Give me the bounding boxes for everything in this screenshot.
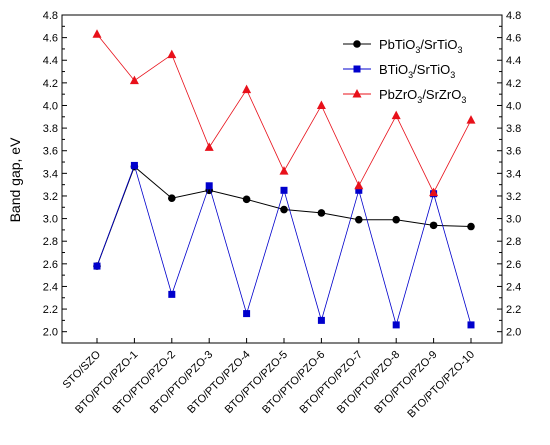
data-point	[429, 187, 439, 197]
data-point	[355, 186, 363, 194]
data-point	[467, 321, 475, 329]
legend-item: PbZrO3/SrZrO3	[343, 87, 466, 105]
data-point	[205, 182, 213, 190]
y-tick-label-right: 4.2	[506, 78, 521, 90]
y-tick-label-left: 3.8	[43, 123, 58, 135]
y-tick-label-right: 4.4	[506, 55, 521, 67]
y-tick-label-right: 2.4	[506, 281, 521, 293]
y-tick-label-right: 2.0	[506, 327, 521, 339]
y-tick-label-left: 2.6	[43, 259, 58, 271]
x-tick-label: BTO/PTO/PZO-10	[405, 349, 477, 421]
series-2	[93, 161, 475, 329]
y-tick-label-right: 3.8	[506, 123, 521, 135]
data-point	[316, 100, 326, 109]
data-point	[392, 321, 400, 329]
legend-text-part: /SrTiO	[413, 62, 450, 77]
data-point	[242, 84, 252, 94]
left-axis-ticks: 2.0 2.2 2.4 2.6 2.8 3.0 3.2 3.4 3.6 3.8 4.0 4.2 4.4 4…	[43, 10, 67, 339]
y-tick-label-right: 3.6	[506, 146, 521, 158]
y-tick-label-left: 4.6	[43, 33, 58, 45]
data-point	[93, 262, 101, 270]
legend-subscript: 3	[450, 70, 455, 80]
series-3	[92, 29, 476, 197]
y-tick-label-right: 4.6	[506, 33, 521, 45]
legend-subscript: 3	[457, 45, 462, 55]
y-tick-label-right: 4.8	[506, 10, 521, 22]
y-tick-label-right: 3.0	[506, 214, 521, 226]
data-point	[129, 75, 139, 85]
series-layer	[92, 29, 476, 329]
y-tick-label-left: 2.4	[43, 281, 58, 293]
data-point	[392, 215, 401, 224]
y-tick-label-left: 3.4	[43, 168, 58, 180]
legend-subscript: 3	[415, 45, 420, 55]
y-tick-label-right: 4.0	[506, 100, 521, 112]
legend-label: BTiO3/SrTiO3	[379, 62, 455, 80]
y-tick-label-left: 4.4	[43, 55, 58, 67]
data-point	[242, 195, 251, 204]
legend-subscript: 3	[417, 95, 422, 105]
y-axis-label: Band gap, eV	[7, 137, 23, 223]
data-point	[243, 310, 251, 318]
data-point	[167, 49, 177, 59]
x-axis-ticks: STO/SZOBTO/PTO/PZO-1BTO/PTO/PZO-2BTO/PTO…	[61, 338, 477, 420]
legend-text-part: /SrZrO	[422, 87, 461, 102]
y-tick-label-left: 3.6	[43, 146, 58, 158]
y-tick-label-left: 2.0	[43, 327, 58, 339]
y-tick-label-right: 3.2	[506, 191, 521, 203]
y-tick-label-right: 2.8	[506, 236, 521, 248]
data-point	[280, 205, 288, 214]
data-point	[280, 186, 288, 194]
data-point	[92, 29, 102, 38]
y-tick-label-left: 4.2	[43, 78, 58, 90]
legend-text-part: PbTiO	[379, 37, 415, 52]
data-point	[429, 221, 438, 230]
legend-label: PbZrO3/SrZrO3	[379, 87, 466, 105]
y-tick-label-right: 2.2	[506, 304, 521, 316]
y-tick-label-left: 3.2	[43, 191, 58, 203]
y-tick-label-left: 4.0	[43, 100, 58, 112]
data-point	[354, 180, 364, 190]
data-point	[317, 209, 326, 217]
legend-marker	[352, 89, 362, 98]
legend-marker	[353, 65, 361, 73]
y-tick-label-right: 3.4	[506, 168, 521, 180]
data-point	[466, 115, 476, 124]
data-point	[317, 316, 325, 324]
data-point	[467, 222, 475, 231]
legend-label: PbTiO3/SrTiO3	[379, 37, 462, 55]
legend-subscript: 3	[408, 70, 413, 80]
y-tick-label-left: 2.2	[43, 304, 58, 316]
legend-text-part: PbZrO	[379, 87, 417, 102]
y-tick-label-left: 3.0	[43, 214, 58, 226]
series-1	[93, 162, 475, 270]
y-tick-label-left: 2.8	[43, 236, 58, 248]
right-axis-ticks: 2.0 2.2 2.4 2.6 2.8 3.0 3.2 3.4 3.6 3.8 4.0 4.2 4.4 4…	[497, 10, 521, 339]
y-tick-label-left: 4.8	[43, 10, 58, 22]
data-point	[204, 142, 214, 151]
y-tick-label-right: 2.6	[506, 259, 521, 271]
series-line	[96, 165, 472, 267]
data-point	[355, 215, 363, 224]
plot-frame	[61, 14, 503, 344]
legend-item: PbTiO3/SrTiO3	[343, 37, 462, 55]
legend-text-part: BTiO	[379, 62, 408, 77]
data-point	[391, 110, 401, 120]
legend-marker	[353, 40, 361, 48]
data-point	[279, 166, 289, 175]
data-point	[130, 161, 138, 169]
legend-text-part: /SrTiO	[420, 37, 457, 52]
data-point	[168, 194, 176, 203]
data-point	[168, 290, 176, 298]
legend-subscript: 3	[461, 95, 466, 105]
legend-item: BTiO3/SrTiO3	[343, 62, 455, 80]
